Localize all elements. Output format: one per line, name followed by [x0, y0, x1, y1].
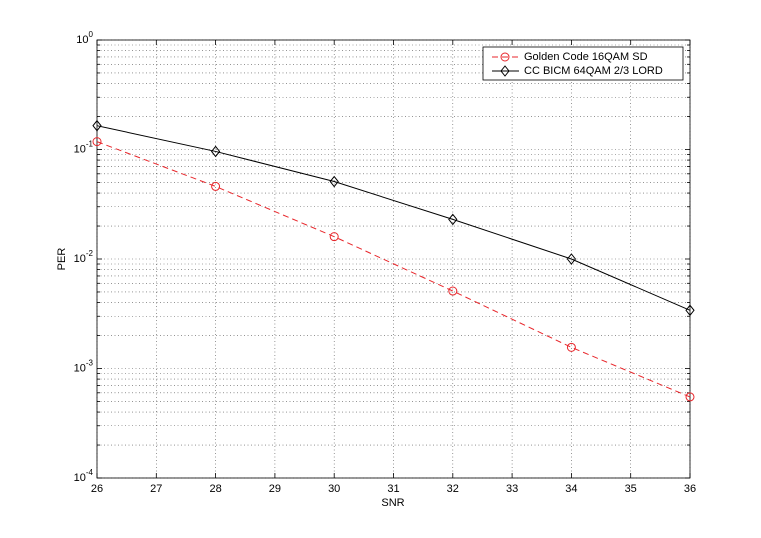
y-tick-label: 10-3	[74, 359, 94, 375]
legend: Golden Code 16QAM SD CC BICM 64QAM 2/3 LO…	[482, 46, 684, 81]
x-tick-label: 27	[150, 483, 162, 495]
x-tick-label: 30	[328, 483, 340, 495]
x-tick-label: 33	[506, 483, 518, 495]
series-line	[96, 125, 691, 311]
data-point	[92, 119, 102, 132]
data-point	[329, 232, 339, 242]
y-tick-label: 10-2	[74, 249, 94, 265]
y-tick-label: 100	[76, 30, 93, 46]
data-point	[566, 253, 577, 265]
data-point	[210, 145, 221, 158]
data-point	[448, 286, 458, 296]
legend-marker	[500, 65, 510, 77]
y-axis-label: PER	[56, 248, 68, 271]
x-axis-label: SNR	[381, 497, 404, 509]
data-point	[329, 175, 339, 188]
x-tick-label: 29	[269, 483, 281, 495]
y-tick-label: 10-4	[74, 468, 94, 484]
data-point	[448, 213, 458, 226]
data-point	[685, 304, 695, 317]
x-tick-label: 32	[447, 483, 459, 495]
x-tick-label: 34	[565, 483, 577, 495]
legend-box	[482, 46, 684, 81]
data-point	[566, 342, 576, 352]
legend-marker	[500, 52, 510, 62]
x-tick-label: 26	[91, 483, 103, 495]
legend-label: CC BICM 64QAM 2/3 LORD	[524, 65, 663, 77]
data-point	[211, 181, 221, 191]
series-line	[96, 141, 691, 398]
x-tick-label: 35	[625, 483, 637, 495]
legend-label: Golden Code 16QAM SD	[524, 51, 648, 63]
x-tick-label: 31	[387, 483, 399, 495]
y-tick-label: 10-1	[74, 140, 94, 156]
x-tick-label: 28	[209, 483, 221, 495]
data-point	[685, 392, 695, 402]
data-point	[92, 137, 102, 147]
x-tick-label: 36	[684, 483, 696, 495]
